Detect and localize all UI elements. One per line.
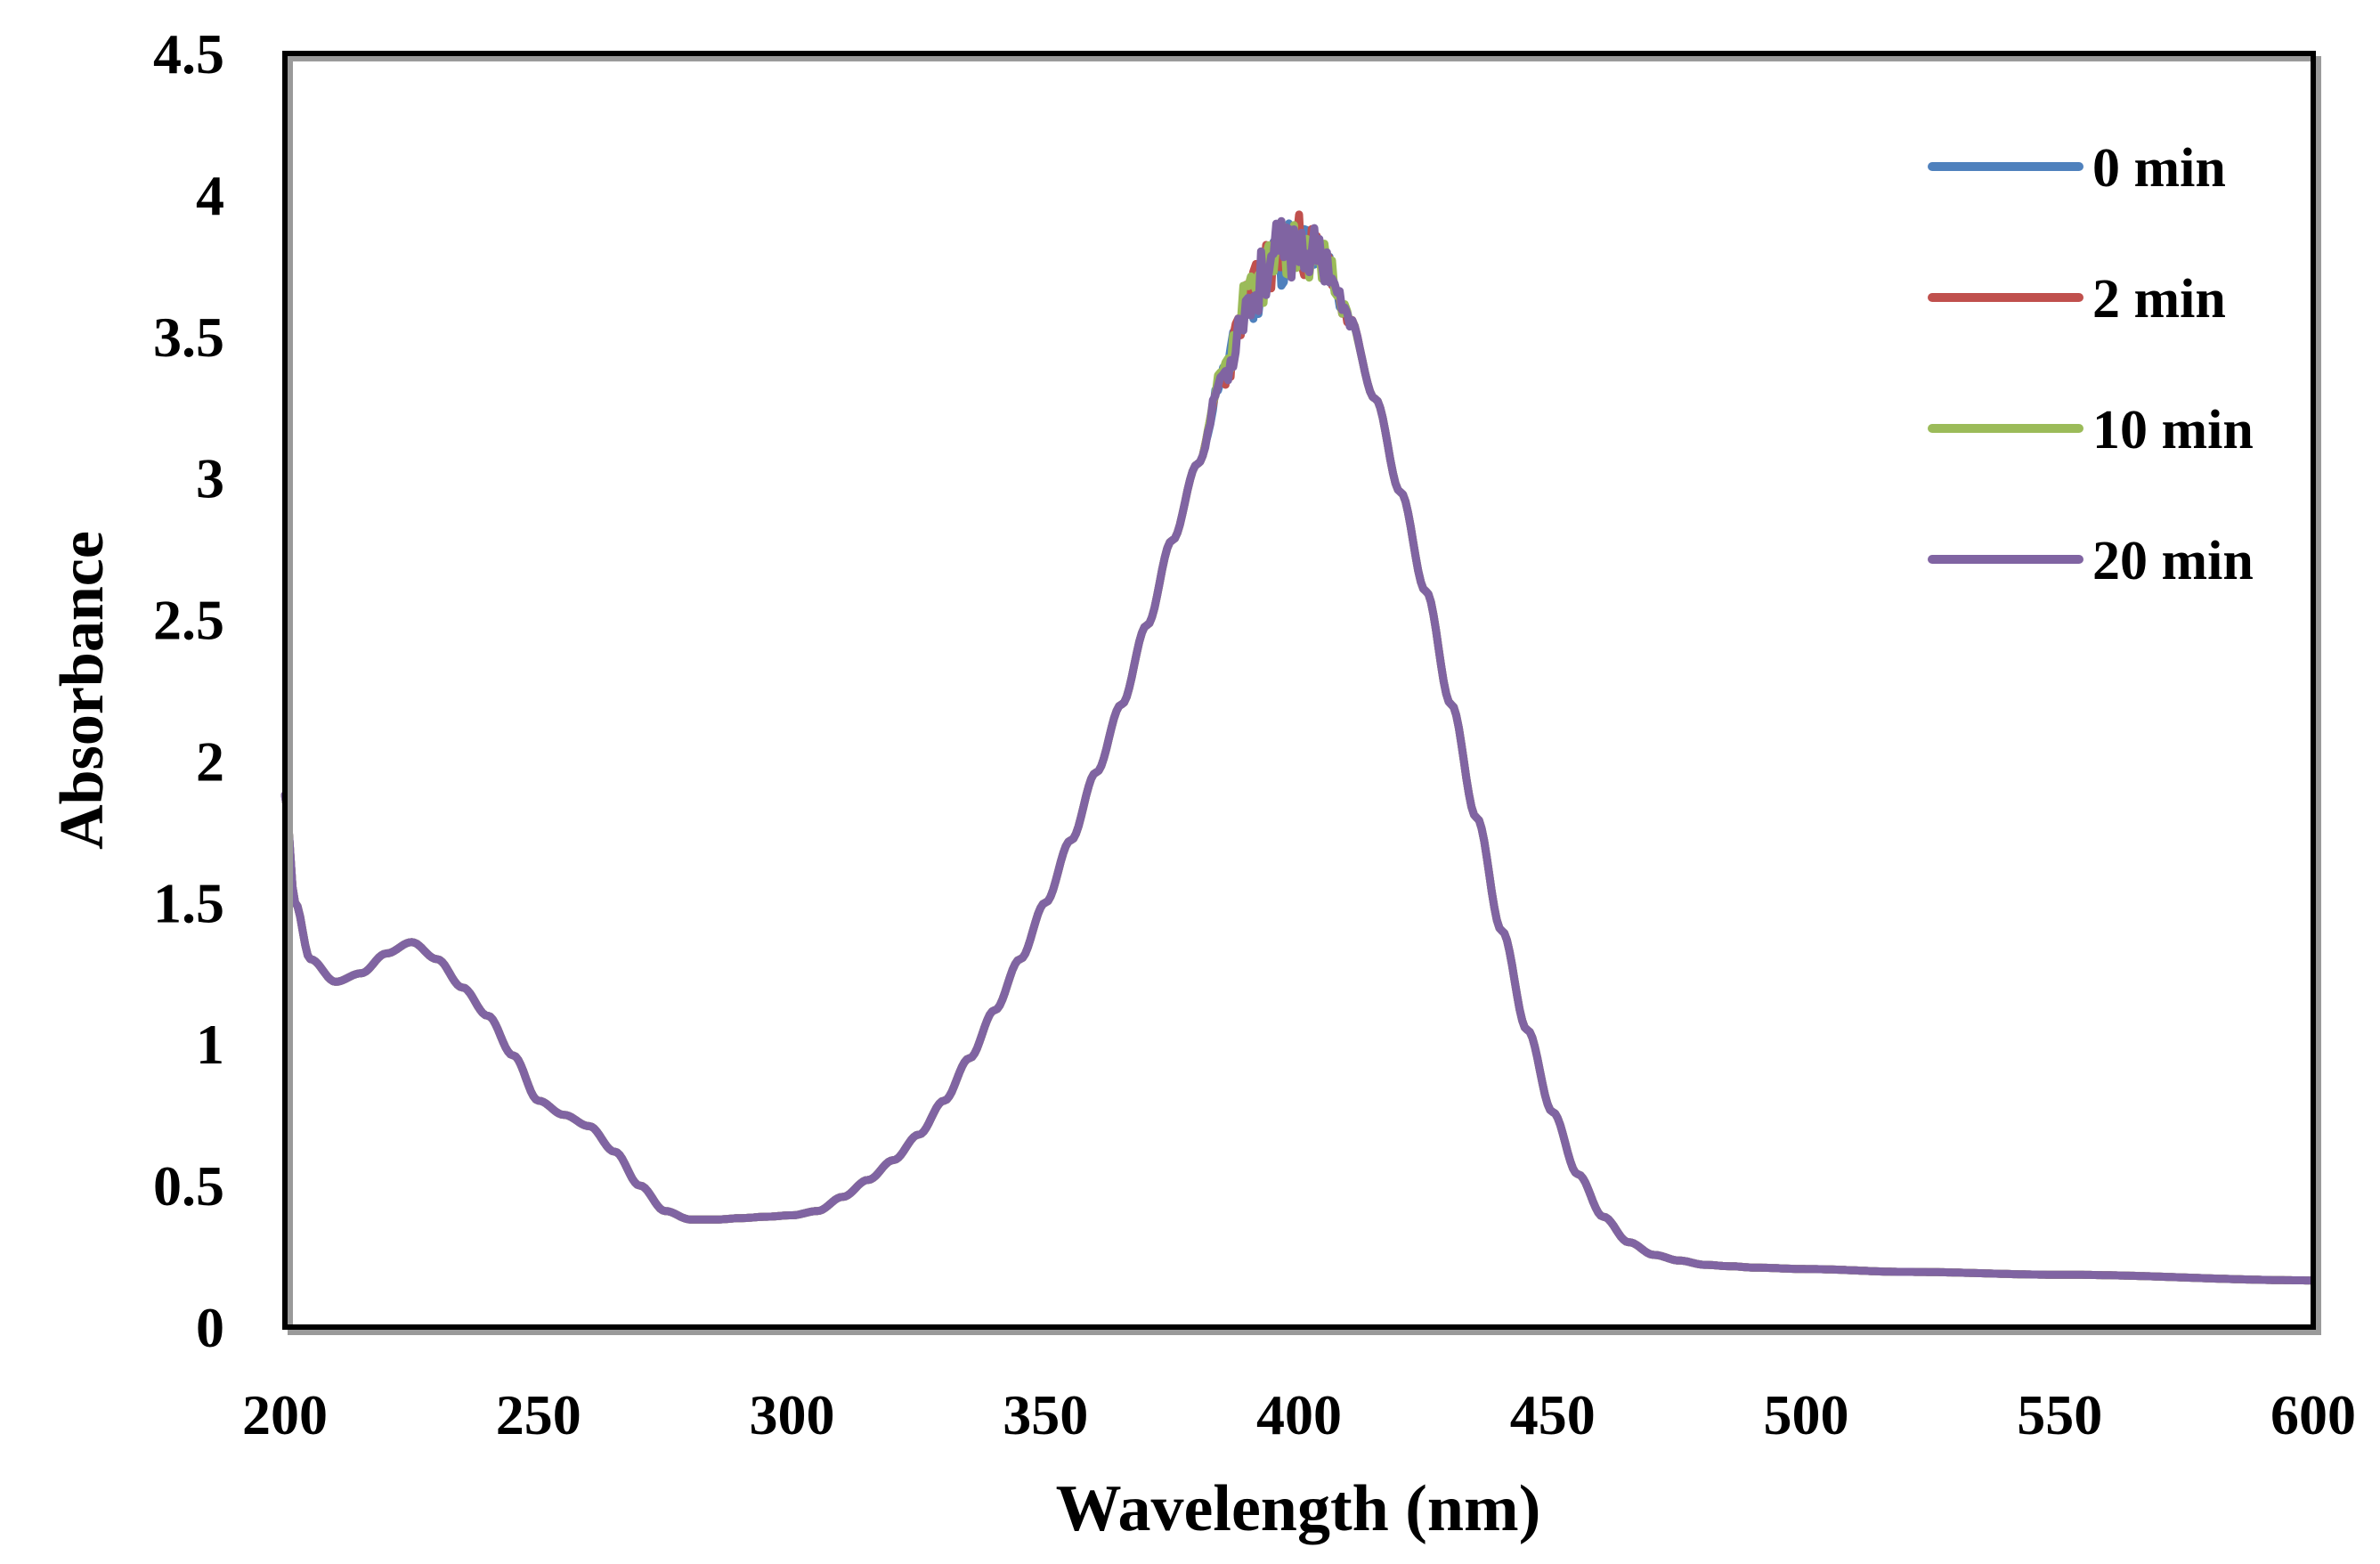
plot-frame-shadow: [288, 56, 2321, 1335]
y-tick-label: 0: [196, 1296, 224, 1359]
y-tick-label: 0.5: [153, 1154, 224, 1218]
x-tick-label: 350: [1003, 1383, 1088, 1446]
x-axis-title: Wavelength (nm): [1056, 1472, 1541, 1545]
legend-label: 0 min: [2092, 138, 2226, 199]
series-layer: [280, 210, 2318, 1285]
y-tick-label: 1: [196, 1013, 224, 1076]
x-tick-label: 550: [2017, 1383, 2102, 1446]
x-tick-label: 300: [750, 1383, 835, 1446]
x-tick-label: 400: [1256, 1383, 1342, 1446]
x-tick-label: 500: [1764, 1383, 1849, 1446]
y-tick-label: 1.5: [153, 871, 224, 934]
legend-label: 20 min: [2092, 531, 2254, 591]
legend-label: 2 min: [2092, 269, 2226, 330]
x-tick-label: 200: [242, 1383, 328, 1446]
series-line-20-min: [280, 216, 2318, 1285]
x-axis: 200 250 300 350 400 450 500 550 600: [242, 1383, 2356, 1446]
y-tick-label: 4.5: [153, 22, 224, 86]
y-tick-label: 2.5: [153, 589, 224, 652]
x-tick-label: 600: [2270, 1383, 2356, 1446]
x-tick-label: 250: [496, 1383, 581, 1446]
y-tick-label: 4: [196, 164, 224, 227]
plot-frame: [282, 51, 2321, 1335]
legend: 0 min 2 min 10 min 20 min: [1928, 138, 2254, 591]
legend-label: 10 min: [2092, 400, 2254, 460]
y-axis: 0 0.5 1 1.5 2 2.5 3 3.5 4 4.5: [153, 22, 224, 1359]
y-tick-label: 3.5: [153, 305, 224, 369]
y-axis-title: Absorbance: [48, 531, 117, 850]
y-tick-label: 2: [196, 729, 224, 793]
x-tick-label: 450: [1510, 1383, 1596, 1446]
y-tick-label: 3: [196, 447, 224, 510]
plot-frame-border: [282, 51, 2316, 1330]
